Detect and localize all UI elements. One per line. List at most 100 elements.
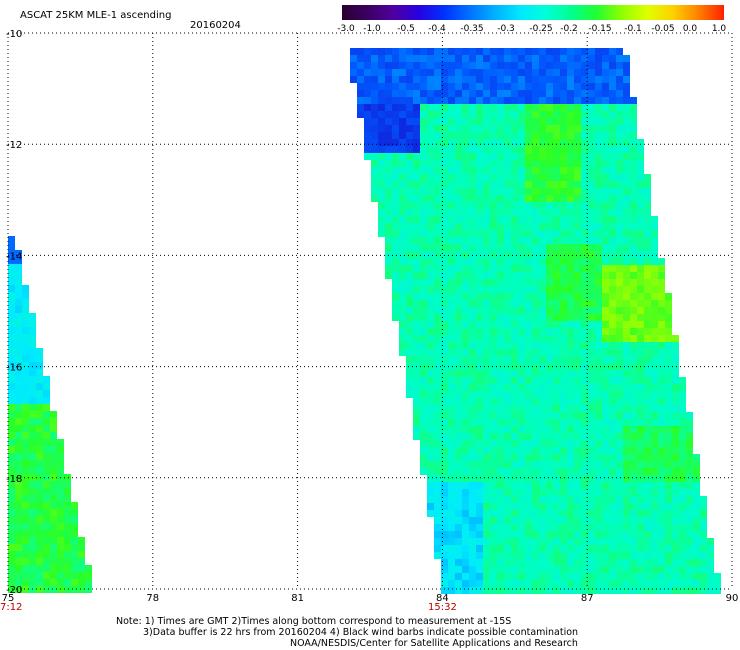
swath-cell <box>623 181 630 188</box>
swath-cell <box>490 349 497 356</box>
swath-cell <box>490 76 497 83</box>
swath-cell <box>560 377 567 384</box>
swath-cell <box>378 62 385 69</box>
swath-cell <box>609 524 616 531</box>
swath-cell <box>64 509 71 516</box>
swath-cell <box>525 97 532 104</box>
swath-cell <box>581 405 588 412</box>
swath-cell <box>406 272 413 279</box>
swath-cell <box>392 286 399 293</box>
swath-cell <box>420 426 427 433</box>
swath-cell <box>623 293 630 300</box>
swath-cell <box>560 321 567 328</box>
swath-cell <box>609 321 616 328</box>
swath-cell <box>525 440 532 447</box>
swath-cell <box>462 118 469 125</box>
swath-cell <box>616 580 623 587</box>
swath-cell <box>567 139 574 146</box>
swath-cell <box>476 258 483 265</box>
swath-cell <box>490 426 497 433</box>
swath-cell <box>392 83 399 90</box>
swath-cell <box>553 188 560 195</box>
swath-cell <box>539 349 546 356</box>
colorbar-label: -0.2 <box>560 24 578 34</box>
swath-cell <box>623 307 630 314</box>
swath-cell <box>672 384 679 391</box>
swath-cell <box>637 454 644 461</box>
swath-cell <box>518 454 525 461</box>
swath-cell <box>483 517 490 524</box>
swath-cell <box>448 118 455 125</box>
swath-cell <box>448 125 455 132</box>
swath-cell <box>623 363 630 370</box>
swath-cell <box>504 321 511 328</box>
swath-cell <box>29 460 36 467</box>
swath-cell <box>595 349 602 356</box>
swath-cell <box>392 90 399 97</box>
swath-cell <box>560 258 567 265</box>
swath-cell <box>567 244 574 251</box>
swath-cell <box>504 335 511 342</box>
swath-cell <box>623 531 630 538</box>
swath-cell <box>511 538 518 545</box>
swath-cell <box>665 335 672 342</box>
swath-cell <box>581 104 588 111</box>
swath-cell <box>22 320 29 327</box>
swath-cell <box>22 425 29 432</box>
swath-cell <box>644 538 651 545</box>
swath-cell <box>371 139 378 146</box>
swath-cell <box>560 209 567 216</box>
swath-cell <box>497 174 504 181</box>
swath-cell <box>637 405 644 412</box>
swath-cell <box>532 293 539 300</box>
swath-cell <box>546 580 553 587</box>
swath-cell <box>644 251 651 258</box>
swath-cell <box>665 307 672 314</box>
swath-cell <box>441 321 448 328</box>
swath-cell <box>476 377 483 384</box>
swath-cell <box>567 104 574 111</box>
swath-cell <box>525 468 532 475</box>
swath-cell <box>434 153 441 160</box>
swath-cell <box>588 195 595 202</box>
swath-cell <box>469 412 476 419</box>
swath-cell <box>64 516 71 523</box>
swath-cell <box>539 552 546 559</box>
swath-cell <box>665 503 672 510</box>
swath-cell <box>595 426 602 433</box>
swath-cell <box>462 230 469 237</box>
swath-cell <box>581 412 588 419</box>
swath-cell <box>427 209 434 216</box>
swath-cell <box>8 544 15 551</box>
swath-cell <box>518 209 525 216</box>
swath-cell <box>546 244 553 251</box>
swath-cell <box>462 111 469 118</box>
swath-cell <box>546 83 553 90</box>
swath-cell <box>595 174 602 181</box>
swath-cell <box>672 440 679 447</box>
swath-cell <box>497 90 504 97</box>
swath-cell <box>602 230 609 237</box>
swath-cell <box>420 265 427 272</box>
swath-cell <box>602 370 609 377</box>
swath-cell <box>532 321 539 328</box>
swath-cell <box>651 419 658 426</box>
swath-cell <box>434 160 441 167</box>
swath-cell <box>560 587 567 594</box>
swath-cell <box>665 489 672 496</box>
swath-cell <box>378 223 385 230</box>
swath-cell <box>462 104 469 111</box>
swath-cell <box>497 272 504 279</box>
swath-cell <box>497 440 504 447</box>
swath-cell <box>399 251 406 258</box>
swath-cell <box>518 76 525 83</box>
swath-cell <box>392 104 399 111</box>
swath-cell <box>455 335 462 342</box>
swath-cell <box>602 104 609 111</box>
swath-cell <box>532 76 539 83</box>
swath-cell <box>78 558 85 565</box>
swath-cell <box>469 552 476 559</box>
swath-cell <box>644 293 651 300</box>
swath-cell <box>50 509 57 516</box>
swath-cell <box>581 111 588 118</box>
